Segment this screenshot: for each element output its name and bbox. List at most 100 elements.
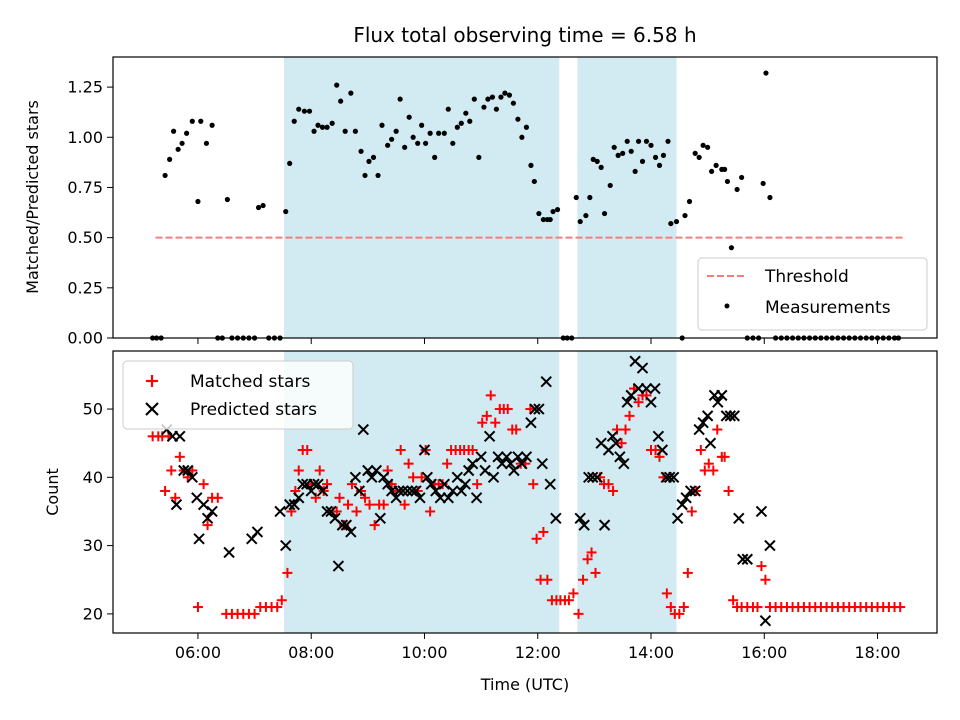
measurement-point xyxy=(319,124,326,130)
predicted-star-point xyxy=(425,478,437,490)
predicted-star-point xyxy=(414,492,426,504)
measurement-point xyxy=(406,114,412,120)
predicted-star-point xyxy=(401,485,414,497)
predicted-star-point xyxy=(280,539,292,552)
measurement-point xyxy=(656,162,663,168)
matched-star-point xyxy=(682,567,693,578)
predicted-star-point xyxy=(462,464,475,477)
matched-star-point xyxy=(490,417,501,428)
matched-star-point xyxy=(528,479,539,490)
predicted-star-point xyxy=(312,478,324,490)
measurement-point xyxy=(648,142,654,148)
predicted-star-point xyxy=(421,471,434,484)
matched-star-point xyxy=(477,417,488,428)
observing-window-band xyxy=(577,351,677,633)
matched-star-point xyxy=(481,410,492,421)
predicted-star-point xyxy=(251,526,264,538)
predicted-star-point xyxy=(201,512,214,524)
predicted-star-point xyxy=(206,505,218,518)
measurement-point xyxy=(550,208,556,215)
measurement-point xyxy=(338,98,344,104)
y-tick-label: 40 xyxy=(83,468,103,487)
predicted-star-point xyxy=(340,519,353,531)
matched-star-point xyxy=(314,465,325,476)
measurement-point xyxy=(224,196,230,203)
measurement-point xyxy=(673,218,680,225)
matched-star-point xyxy=(678,602,689,613)
predicted-star-point xyxy=(737,553,749,565)
ratio-panel: 0.00 0.25 0.50 0.75 1.00 1.25 Matched/Predict… xyxy=(23,56,938,348)
ratio-x-ticks xyxy=(197,338,879,344)
measurement-point xyxy=(523,124,530,130)
predicted-star-point xyxy=(197,498,210,511)
predicted-star-point xyxy=(479,464,491,477)
predicted-star-point xyxy=(381,478,394,490)
x-tick-label: 08:00 xyxy=(288,643,334,662)
measurement-point xyxy=(734,186,740,193)
measurement-point xyxy=(540,216,547,223)
predicted-star-point xyxy=(701,410,714,422)
predicted-star-point xyxy=(223,546,235,559)
measurement-point xyxy=(705,144,711,150)
predicted-star-point xyxy=(366,471,378,484)
matched-star-point xyxy=(356,485,367,496)
predicted-star-point xyxy=(621,396,633,408)
matched-star-point xyxy=(442,458,453,469)
predicted-legend-label: Predicted stars xyxy=(190,400,317,420)
matched-star-point xyxy=(708,465,719,476)
measurement-point xyxy=(402,144,408,150)
measurement-point xyxy=(198,118,204,124)
matched-star-point xyxy=(650,445,661,456)
predicted-star-point xyxy=(689,485,701,497)
measurement-point xyxy=(175,146,181,152)
predicted-stars-points xyxy=(161,355,776,627)
predicted-star-point xyxy=(583,471,595,484)
measurement-point xyxy=(739,174,745,181)
ratio-measurement-points xyxy=(150,70,902,341)
predicted-star-point xyxy=(728,410,740,422)
matched-star-point xyxy=(425,506,436,517)
matched-star-point xyxy=(408,472,419,483)
predicted-star-point xyxy=(591,471,603,484)
threshold-legend-label: Threshold xyxy=(764,267,849,287)
measurement-point xyxy=(601,210,608,217)
predicted-star-point xyxy=(764,539,776,552)
measurement-point xyxy=(352,128,358,134)
matched-star-point xyxy=(616,438,627,449)
predicted-star-point xyxy=(516,457,528,470)
measurement-point xyxy=(432,154,438,160)
predicted-star-point xyxy=(676,498,688,511)
predicted-star-point xyxy=(724,410,736,422)
matched-star-point xyxy=(272,602,283,613)
matched-star-point xyxy=(573,608,584,619)
matched-star-point xyxy=(416,472,427,483)
matched-star-point xyxy=(202,520,213,531)
predicted-star-point xyxy=(586,471,599,484)
measurement-point xyxy=(493,106,500,112)
predicted-star-point xyxy=(178,464,190,477)
measurement-point xyxy=(170,128,177,134)
predicted-star-point xyxy=(636,362,649,374)
y-tick-label: 20 xyxy=(83,604,103,623)
measurement-point xyxy=(660,152,667,158)
matched-star-point xyxy=(624,410,635,421)
predicted-star-point xyxy=(374,512,387,524)
matched-star-point xyxy=(293,465,304,476)
matched-star-point xyxy=(472,479,483,490)
predicted-star-point xyxy=(733,512,745,524)
matched-star-point xyxy=(760,574,771,585)
measurement-point xyxy=(554,206,561,213)
predicted-star-point xyxy=(496,457,508,470)
measurement-point xyxy=(536,210,542,217)
measurement-point xyxy=(436,130,442,136)
predicted-star-point xyxy=(283,498,296,511)
matched-star-point xyxy=(369,520,380,531)
matched-star-point xyxy=(511,424,522,435)
predicted-star-point xyxy=(410,485,422,497)
measurement-point xyxy=(366,158,372,164)
predicted-star-point xyxy=(288,498,300,511)
measurement-point xyxy=(296,106,302,112)
measurement-point xyxy=(665,138,671,144)
predicted-star-point xyxy=(684,485,697,497)
predicted-star-point xyxy=(533,403,545,415)
